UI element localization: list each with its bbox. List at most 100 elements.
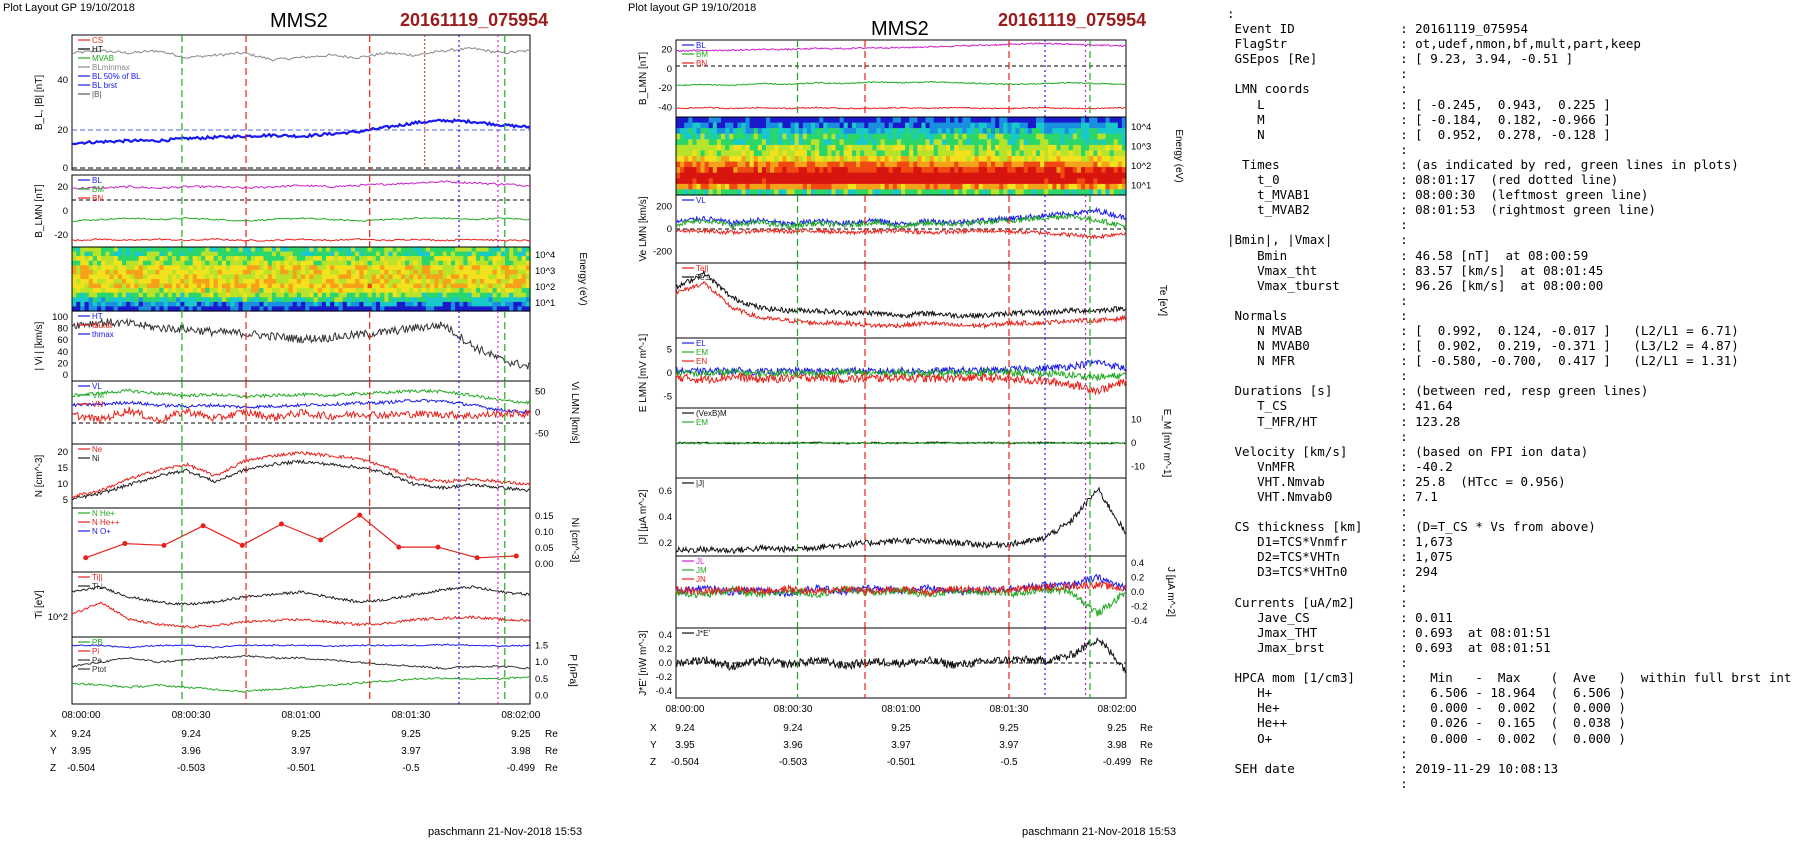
spectrogram-cell xyxy=(1040,150,1045,157)
spectrogram-cell xyxy=(757,178,763,185)
spectrogram-cell xyxy=(217,306,223,312)
spectrogram-cell xyxy=(109,297,115,303)
spectrogram-cell xyxy=(117,260,123,266)
spectrogram-cell xyxy=(72,283,77,289)
spectrogram-cell xyxy=(737,172,743,179)
spectrogram-cell xyxy=(263,292,269,298)
spectrogram-cell xyxy=(1040,122,1045,129)
spectrogram-cell xyxy=(146,269,152,276)
y-tick-label: 0.2 xyxy=(659,538,672,549)
spectrogram-cell xyxy=(201,265,206,271)
spectrogram-cell xyxy=(351,297,356,303)
info-line: D3=TCS*VHTn0 : 294 xyxy=(1227,564,1438,580)
spectrogram-cell xyxy=(688,117,693,124)
spectrogram-cell xyxy=(488,247,494,253)
spectrogram-cell xyxy=(321,297,327,303)
spectrogram-cell xyxy=(251,301,256,308)
spectrogram-cell xyxy=(255,251,260,257)
spectrogram-cell xyxy=(226,265,231,271)
spectrogram-cell xyxy=(978,161,984,168)
spectrogram-cell xyxy=(392,256,398,262)
spectrogram-cell xyxy=(430,274,435,280)
spectrogram-cell xyxy=(521,256,527,262)
spectrogram-cell xyxy=(1072,189,1078,196)
spectrogram-cell xyxy=(359,279,365,285)
spectrogram-cell xyxy=(409,269,415,276)
spectrogram-cell xyxy=(517,265,523,271)
spectrogram-cell xyxy=(363,260,369,266)
spectrogram-cell xyxy=(888,183,894,191)
spectrogram-cell xyxy=(1023,167,1029,174)
spectrogram-cell xyxy=(101,279,106,285)
panel-pressure-frame xyxy=(71,636,531,705)
y-axis-label: Ve LMN [km/s] xyxy=(638,196,649,261)
spectrogram-cell xyxy=(712,144,718,152)
spectrogram-cell xyxy=(475,301,481,308)
spectrogram-cell xyxy=(798,122,804,129)
spectrogram-cell xyxy=(301,274,306,280)
spectrogram-cell xyxy=(778,172,783,179)
spectrogram-cell xyxy=(700,122,706,129)
spectrogram-cell xyxy=(155,297,161,303)
spectrogram-cell xyxy=(1044,183,1049,191)
spectrogram-cell xyxy=(105,269,111,276)
spectrogram-cell xyxy=(301,283,306,289)
spectrogram-cell xyxy=(1044,150,1049,157)
spectrogram-cell xyxy=(430,247,435,253)
spectrogram-cell xyxy=(425,256,431,262)
spectrogram-cell xyxy=(363,301,369,308)
legend-entry: Te|| xyxy=(696,264,709,273)
spectrogram-cell xyxy=(1064,189,1070,196)
spectrogram-cell xyxy=(896,178,902,185)
he++-point xyxy=(122,541,128,547)
spectrogram-cell xyxy=(342,274,348,280)
spectrogram-cell xyxy=(1117,189,1123,196)
time-tick-label: 08:01:00 xyxy=(282,710,321,721)
spectrogram-cell xyxy=(1036,133,1041,140)
spectrogram-cell xyxy=(901,117,906,124)
ephemeris-value: 3.97 xyxy=(291,746,311,757)
spectrogram-cell xyxy=(995,183,1000,191)
spectrogram-cell xyxy=(1093,133,1098,140)
spectrogram-cell xyxy=(355,297,360,303)
spectrogram-cell xyxy=(1027,150,1033,157)
spectrogram-cell xyxy=(925,122,931,129)
spectrogram-cell xyxy=(305,301,310,308)
spectrogram-cell xyxy=(413,301,419,308)
y-tick-label: -0.2 xyxy=(656,672,672,683)
y-tick-label: -0.2 xyxy=(1131,601,1147,612)
spectrogram-cell xyxy=(425,288,431,294)
spectrogram-cell xyxy=(259,288,265,294)
spectrogram-cell xyxy=(856,128,861,135)
spectrogram-cell xyxy=(146,247,152,253)
spectrogram-cell xyxy=(167,260,173,266)
spectrogram-cell xyxy=(819,156,824,163)
spectrogram-cell xyxy=(1101,144,1107,152)
series-em xyxy=(675,366,1127,381)
panel-j-frame xyxy=(675,477,1127,557)
spectrogram-cell xyxy=(342,269,348,276)
spectrogram-cell xyxy=(205,306,210,312)
spectrogram-cell xyxy=(180,292,186,298)
spectrogram-cell xyxy=(1093,150,1098,157)
spectrogram-cell xyxy=(488,297,494,303)
spectrogram-cell xyxy=(905,144,910,152)
spectrogram-cell xyxy=(213,247,219,253)
spectrogram-cell xyxy=(251,297,256,303)
spectrogram-cell xyxy=(1056,156,1062,163)
spectrogram-cell xyxy=(913,189,918,196)
spectrogram-cell xyxy=(896,144,902,152)
legend-entry: HT xyxy=(92,312,103,321)
spectrogram-cell xyxy=(676,161,681,168)
spectrogram-cell xyxy=(745,150,751,157)
spectrogram-cell xyxy=(259,251,265,257)
spectrogram-cell xyxy=(92,265,98,271)
spectrogram-cell xyxy=(1101,189,1107,196)
spectrogram-cell xyxy=(757,161,763,168)
spectrogram-cell xyxy=(155,279,161,285)
spectrogram-cell xyxy=(84,297,90,303)
spectrogram-cell xyxy=(696,178,702,185)
spectrogram-cell xyxy=(1113,178,1119,185)
spectrogram-cell xyxy=(806,183,812,191)
spectrogram-cell xyxy=(196,279,202,285)
